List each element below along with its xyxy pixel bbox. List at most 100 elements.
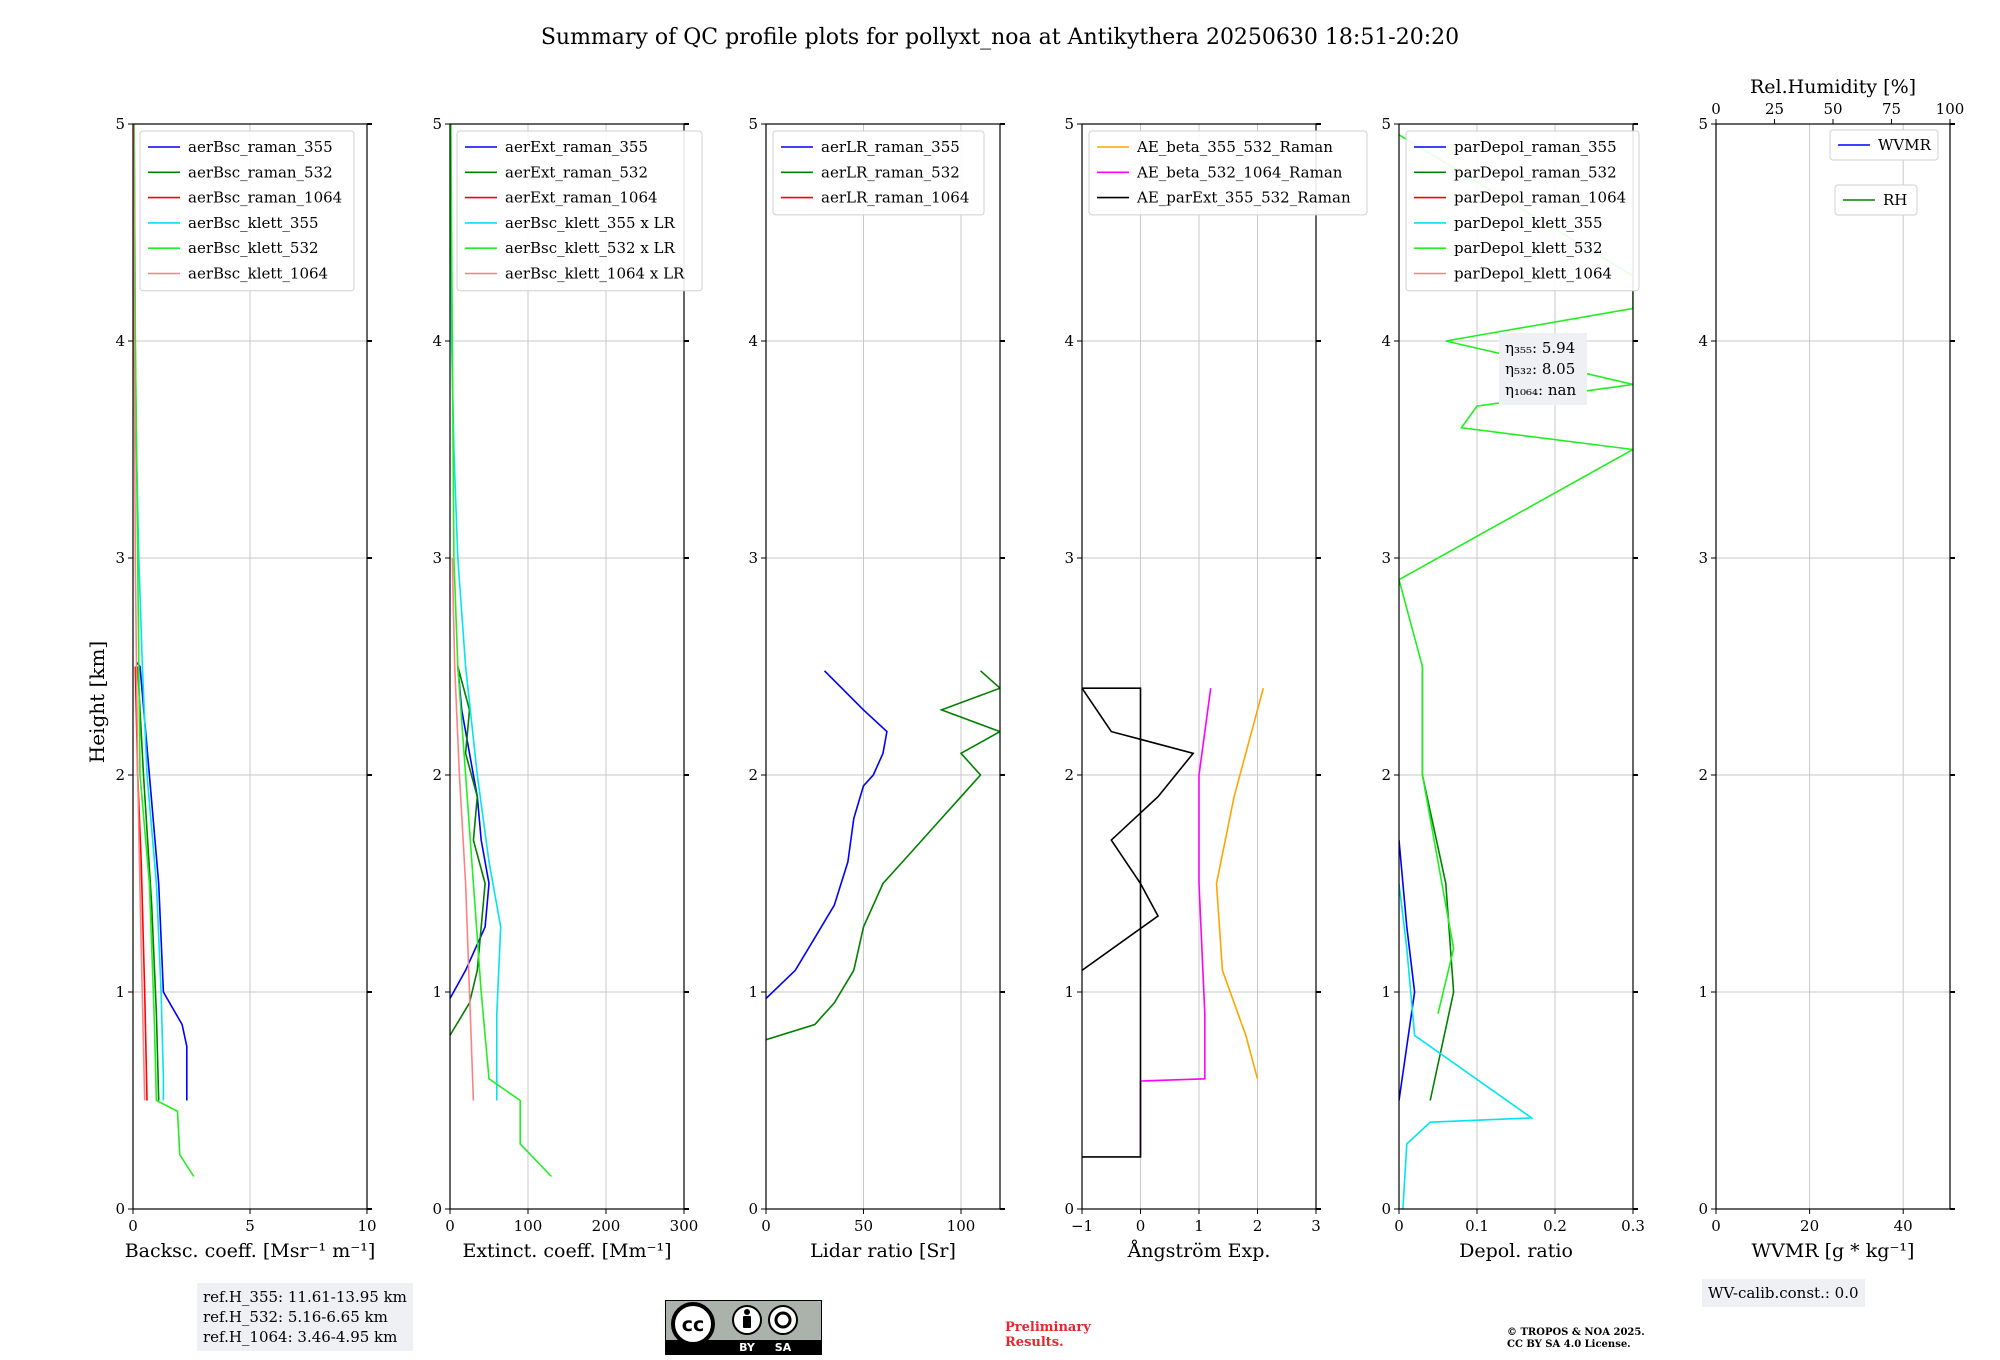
data-lines xyxy=(1399,134,1633,1209)
legend-box xyxy=(1834,184,1918,216)
x-tick-label: 0.2 xyxy=(1543,1217,1567,1235)
legend-label-pardepol-raman-355: parDepol_raman_355 xyxy=(1454,138,1617,156)
cc-text: cc xyxy=(682,1314,705,1336)
legend-label: WVMR xyxy=(1878,136,1932,154)
series-line-ae-beta-355-532-raman xyxy=(1215,687,1265,1080)
legend-label-ae-beta-355-532-raman: AE_beta_355_532_Raman xyxy=(1136,138,1333,156)
x-tick-label: 0 xyxy=(1711,1217,1721,1235)
y-tick-label: 0 xyxy=(1064,1200,1074,1218)
x-axis-label: Backsc. coeff. [Msr⁻¹ m⁻¹] xyxy=(125,1240,376,1262)
y-tick-label: 4 xyxy=(432,332,442,350)
x-tick-label: 0 xyxy=(1136,1217,1146,1235)
reference-height-box: ref.H_355: 11.61-13.95 km ref.H_532: 5.1… xyxy=(197,1283,413,1351)
x-tick-label: 3 xyxy=(1311,1217,1321,1235)
y-tick-label: 2 xyxy=(115,766,125,784)
y-tick-label: 0 xyxy=(1698,1200,1708,1218)
y-tick-label: 4 xyxy=(748,332,758,350)
legend-label-pardepol-raman-1064: parDepol_raman_1064 xyxy=(1454,189,1626,207)
x-tick-label: 10 xyxy=(357,1217,376,1235)
series-line-pardepol-raman-355 xyxy=(1399,840,1416,1101)
y-tick-label: 5 xyxy=(748,115,758,133)
legend-label-ae-beta-532-1064-raman: AE_beta_532_1064_Raman xyxy=(1136,163,1343,181)
x-tick-label: 0 xyxy=(1394,1217,1404,1235)
legend-label-ae-parext-355-532-raman: AE_parExt_355_532_Raman xyxy=(1136,189,1351,207)
legend-box xyxy=(1405,130,1640,292)
legend-box xyxy=(456,130,703,292)
legend-label-pardepol-raman-532: parDepol_raman_532 xyxy=(1454,163,1617,181)
top-x-tick-label: 0 xyxy=(1711,100,1721,118)
series-line-aerbsc-raman-532 xyxy=(136,666,160,1101)
legend-label-aerbsc-raman-355: aerBsc_raman_355 xyxy=(188,138,333,156)
x-tick-label: −1 xyxy=(1071,1217,1093,1235)
eta-annotation-line: η₃₅₅: 5.94 xyxy=(1505,339,1575,357)
axes-frame xyxy=(1398,123,1634,1210)
y-tick-label: 4 xyxy=(115,332,125,350)
preliminary-note: Preliminary Results. xyxy=(1005,1320,1091,1350)
series-line-ae-beta-532-1064-raman xyxy=(1139,688,1212,1157)
x-tick-label: 2 xyxy=(1253,1217,1263,1235)
legend-label-aerbsc-klett-355: aerBsc_klett_355 xyxy=(188,214,319,232)
y-tick-label: 1 xyxy=(1381,983,1391,1001)
y-tick-label: 0 xyxy=(748,1200,758,1218)
legend-label-aerbsc-raman-532: aerBsc_raman_532 xyxy=(188,163,333,181)
legend-label-aerlr-raman-532: aerLR_raman_532 xyxy=(821,163,960,181)
by-text: BY xyxy=(739,1341,756,1354)
x-tick-label: 1 xyxy=(1194,1217,1204,1235)
x-tick-label: 100 xyxy=(514,1217,543,1235)
legend-label-aerext-raman-532: aerExt_raman_532 xyxy=(505,163,648,181)
series-line-aerbsc-klett-1064 xyxy=(133,124,146,1101)
series-line-aerbsc-klett-532 xyxy=(133,124,195,1177)
top-x-tick-label: 25 xyxy=(1765,100,1784,118)
legend-box xyxy=(1088,130,1368,216)
y-tick-label: 2 xyxy=(748,766,758,784)
axes-frame xyxy=(449,123,685,1210)
series-line-aerext-raman-355 xyxy=(450,666,490,999)
x-tick-label: 20 xyxy=(1800,1217,1819,1235)
y-tick-label: 1 xyxy=(432,983,442,1001)
legend-label-aerbsc-klett-355-x-lr: aerBsc_klett_355 x LR xyxy=(505,214,676,232)
y-tick-label: 3 xyxy=(1698,549,1708,567)
x-tick-label: 0.1 xyxy=(1465,1217,1489,1235)
legend-label-pardepol-klett-532: parDepol_klett_532 xyxy=(1454,239,1603,257)
y-tick-label: 2 xyxy=(432,766,442,784)
legend-label-aerbsc-klett-1064-x-lr: aerBsc_klett_1064 x LR xyxy=(505,265,685,283)
x-tick-label: 0 xyxy=(761,1217,771,1235)
series-line-aerbsc-klett-1064-x-lr xyxy=(451,557,475,1101)
y-tick-label: 0 xyxy=(115,1200,125,1218)
legend-label: RH xyxy=(1883,191,1907,209)
legend-box xyxy=(1829,129,1939,161)
series-line-pardepol-raman-532 xyxy=(1421,666,1455,1101)
y-tick-label: 3 xyxy=(115,549,125,567)
y-tick-label: 5 xyxy=(1381,115,1391,133)
x-tick-label: 5 xyxy=(245,1217,255,1235)
x-axis-label: Ångström Exp. xyxy=(1127,1240,1271,1262)
y-tick-label: 1 xyxy=(1698,983,1708,1001)
legend: AE_beta_355_532_Raman AE_beta_532_1064_Ra… xyxy=(1088,130,1368,216)
y-axis-label: Height [km] xyxy=(85,641,109,763)
y-tick-label: 2 xyxy=(1698,766,1708,784)
y-tick-label: 0 xyxy=(432,1200,442,1218)
y-tick-label: 1 xyxy=(1064,983,1074,1001)
x-tick-label: 200 xyxy=(592,1217,621,1235)
legend-box xyxy=(139,130,355,292)
top-x-tick-label: 50 xyxy=(1823,100,1842,118)
legend-label-aerlr-raman-1064: aerLR_raman_1064 xyxy=(821,189,969,207)
series-line-pardepol-klett-532 xyxy=(1399,134,1633,1014)
x-tick-label: 0 xyxy=(128,1217,138,1235)
legend: parDepol_raman_355 parDepol_raman_532 parD… xyxy=(1405,130,1640,292)
top-x-tick-label: 100 xyxy=(1936,100,1965,118)
series-line-aerlr-raman-532 xyxy=(766,670,1000,1041)
x-tick-label: 300 xyxy=(670,1217,699,1235)
sa-text: SA xyxy=(775,1341,792,1354)
x-axis-label: WVMR [g * kg⁻¹] xyxy=(1752,1240,1915,1262)
legend-label-aerbsc-klett-532-x-lr: aerBsc_klett_532 x LR xyxy=(505,239,676,257)
copyright-note: © TROPOS & NOA 2025. CC BY SA 4.0 Licens… xyxy=(1507,1327,1645,1350)
x-axis-label: Lidar ratio [Sr] xyxy=(810,1240,956,1262)
y-tick-label: 5 xyxy=(1698,115,1708,133)
wv-calib-box: WV-calib.const.: 0.0 xyxy=(1702,1279,1865,1307)
legend-label-aerbsc-raman-1064: aerBsc_raman_1064 xyxy=(188,189,342,207)
y-tick-label: 5 xyxy=(432,115,442,133)
x-tick-label: 40 xyxy=(1894,1217,1913,1235)
eta-annotation-line: η₁₀₆₄: nan xyxy=(1505,381,1576,399)
